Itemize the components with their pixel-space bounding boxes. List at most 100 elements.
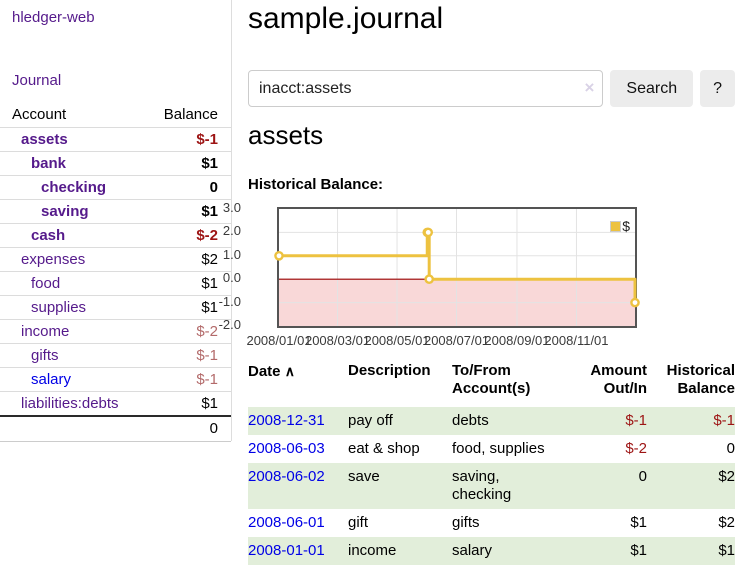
register-row: 2008-12-31 pay off debts $-1 $-1 bbox=[248, 407, 735, 435]
register-col-amount: Amount Out/In bbox=[590, 362, 647, 397]
account-link-cash[interactable]: cash bbox=[31, 227, 66, 244]
transaction-date-link[interactable]: 2008-01-01 bbox=[248, 542, 325, 559]
transaction-accounts: saving, checking bbox=[452, 468, 512, 503]
account-balance: $-1 bbox=[196, 131, 218, 148]
transaction-date-link[interactable]: 2008-12-31 bbox=[248, 412, 325, 429]
accounts-col-account: Account bbox=[12, 106, 67, 123]
account-balance: 0 bbox=[209, 179, 218, 196]
account-balance: $1 bbox=[201, 299, 218, 316]
account-balance: $1 bbox=[201, 155, 218, 172]
transaction-accounts: salary bbox=[452, 542, 493, 559]
transaction-description: income bbox=[348, 542, 397, 559]
account-row: gifts $-1 bbox=[0, 343, 231, 368]
account-balance: $-1 bbox=[196, 371, 218, 388]
account-link-assets[interactable]: assets bbox=[21, 131, 68, 148]
chart-plot[interactable]: $ bbox=[274, 207, 640, 328]
account-row: assets $-1 bbox=[0, 127, 231, 152]
account-balance: $2 bbox=[201, 251, 218, 268]
account-row: supplies $1 bbox=[0, 295, 231, 320]
help-button[interactable]: ? bbox=[700, 70, 735, 107]
account-link-saving[interactable]: saving bbox=[41, 203, 89, 220]
account-balance: $-2 bbox=[196, 323, 218, 340]
y-axis-tick-label: 0.0 bbox=[222, 270, 241, 286]
main-content: sample.journal × Search ? assets Histori… bbox=[219, 0, 735, 582]
chart-legend: $ bbox=[610, 218, 630, 234]
account-row: food $1 bbox=[0, 271, 231, 296]
sidebar: hledger-web Journal Account Balance asse… bbox=[0, 0, 232, 442]
clear-search-icon[interactable]: × bbox=[584, 78, 595, 97]
account-link-bank[interactable]: bank bbox=[31, 155, 67, 172]
transaction-accounts: food, supplies bbox=[452, 440, 545, 457]
transaction-description: eat & shop bbox=[348, 440, 420, 457]
sidebar-item-journal[interactable]: Journal bbox=[12, 72, 62, 89]
register-table: Date ∧ Description To/From Account(s) Am… bbox=[248, 360, 735, 565]
register-row: 2008-06-01 gift gifts $1 $2 bbox=[248, 509, 735, 537]
register-col-description: Description bbox=[348, 362, 431, 379]
account-heading: assets bbox=[248, 120, 324, 150]
x-axis-tick-label: 2008/11/01 bbox=[544, 333, 609, 348]
x-axis-tick-label: 2008/09/01 bbox=[484, 333, 550, 348]
transaction-balance: $2 bbox=[718, 468, 735, 485]
y-axis-tick-label: 2.0 bbox=[222, 223, 241, 239]
transaction-accounts: gifts bbox=[452, 514, 480, 531]
transaction-balance: $1 bbox=[718, 542, 735, 559]
account-link-checking[interactable]: checking bbox=[41, 179, 107, 196]
account-row: salary $-1 bbox=[0, 367, 231, 392]
account-row: bank $1 bbox=[0, 151, 231, 176]
register-row: 2008-06-02 save saving, checking 0 $2 bbox=[248, 463, 735, 509]
date-col-label: Date bbox=[248, 363, 281, 380]
account-balance: $1 bbox=[201, 395, 218, 412]
transaction-balance: $2 bbox=[718, 514, 735, 531]
account-balance: $-2 bbox=[196, 227, 218, 244]
accounts-header-row: Account Balance bbox=[0, 104, 231, 128]
account-link-income[interactable]: income bbox=[21, 323, 70, 340]
x-axis-tick-label: 2008/07/01 bbox=[423, 333, 490, 348]
transaction-date-link[interactable]: 2008-06-03 bbox=[248, 440, 325, 457]
app-title-link[interactable]: hledger-web bbox=[12, 9, 95, 26]
balance-chart: $ 3.0 2.0 1.0 0.0 -1.0 -2.0 2008/01/01 2008/03/… bbox=[219, 201, 735, 350]
account-row: checking 0 bbox=[0, 175, 231, 200]
transaction-amount: $1 bbox=[630, 514, 647, 531]
account-link-expenses[interactable]: expenses bbox=[21, 251, 86, 268]
account-balance: $-1 bbox=[196, 347, 218, 364]
sort-asc-icon: ∧ bbox=[284, 363, 295, 379]
register-col-date: Date ∧ bbox=[248, 360, 348, 407]
transaction-description: gift bbox=[348, 514, 369, 531]
transaction-amount: $-1 bbox=[625, 412, 647, 429]
account-row: income $-2 bbox=[0, 319, 231, 344]
register-col-balance: Historical Balance bbox=[666, 362, 735, 397]
legend-label: $ bbox=[622, 218, 630, 234]
accounts-col-balance: Balance bbox=[163, 106, 218, 123]
transaction-accounts: debts bbox=[452, 412, 489, 429]
transaction-date-link[interactable]: 2008-06-01 bbox=[248, 514, 325, 531]
register-header-row: Date ∧ Description To/From Account(s) Am… bbox=[248, 360, 735, 407]
account-row: liabilities:debts $1 bbox=[0, 391, 231, 417]
account-row: expenses $2 bbox=[0, 247, 231, 272]
transaction-amount: $1 bbox=[630, 542, 647, 559]
x-axis-tick-label: 2008/05/01 bbox=[364, 333, 430, 348]
account-balance: $1 bbox=[201, 203, 218, 220]
accounts-total-value: 0 bbox=[209, 420, 218, 437]
search-form: × Search ? bbox=[248, 70, 735, 107]
accounts-total-row: 0 bbox=[0, 416, 231, 442]
transaction-date-link[interactable]: 2008-06-02 bbox=[248, 468, 325, 485]
register-row: 2008-01-01 income salary $1 $1 bbox=[248, 537, 735, 565]
transaction-balance: $-1 bbox=[713, 412, 735, 429]
transaction-amount: 0 bbox=[638, 468, 647, 485]
account-balance: $1 bbox=[201, 275, 218, 292]
account-link-gifts[interactable]: gifts bbox=[31, 347, 59, 364]
search-button[interactable]: Search bbox=[610, 70, 694, 107]
sidebar-accounts-table: Account Balance assets $-1 bank $1 check… bbox=[0, 104, 231, 442]
register-row: 2008-06-03 eat & shop food, supplies $-2… bbox=[248, 435, 735, 463]
account-link-supplies[interactable]: supplies bbox=[31, 299, 87, 316]
account-link-food[interactable]: food bbox=[31, 275, 61, 292]
x-axis-tick-label: 2008/03/01 bbox=[304, 333, 371, 348]
y-axis-tick-label: -2.0 bbox=[218, 317, 241, 332]
legend-swatch bbox=[610, 220, 622, 232]
chart-title: Historical Balance: bbox=[248, 176, 384, 193]
page-title: sample.journal bbox=[248, 2, 444, 35]
search-input[interactable] bbox=[248, 70, 604, 107]
account-link-liabilities-debts[interactable]: liabilities:debts bbox=[21, 395, 119, 412]
transaction-description: pay off bbox=[348, 412, 393, 429]
account-link-salary[interactable]: salary bbox=[31, 371, 72, 388]
